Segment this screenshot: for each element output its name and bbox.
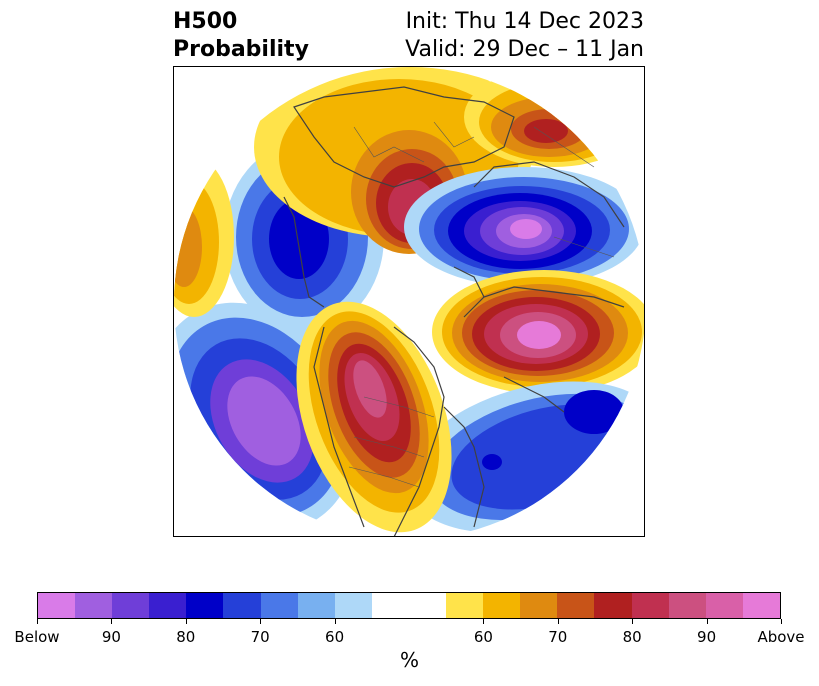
colorbar-tick-label: 70: [548, 628, 568, 646]
colorbar-tick-mark: [483, 619, 485, 624]
anomaly-negative-scandinavia: [404, 167, 644, 287]
colorbar-segment: [371, 593, 447, 618]
colorbar-segment: [705, 593, 743, 618]
coastlines: [283, 86, 625, 536]
colorbar-segment: [742, 593, 780, 618]
colorbar-tick-label: Below: [14, 628, 60, 646]
colorbar-tick-label: 70: [250, 628, 270, 646]
border-lines: [348, 121, 615, 488]
colorbar-segment: [446, 593, 484, 618]
colorbar-tick-mark: [185, 619, 187, 624]
colorbar-segment: [594, 593, 632, 618]
colorbar-tick-label: 90: [101, 628, 121, 646]
valid-period: Valid: 29 Dec – 11 Jan: [405, 37, 644, 62]
colorbar-segment: [260, 593, 298, 618]
colorbar-tick-mark: [334, 619, 336, 624]
title-right: Init: Thu 14 Dec 2023 Valid: 29 Dec – 11…: [405, 8, 644, 64]
colorbar-tick-label: 80: [176, 628, 196, 646]
colorbar-tick-label: 80: [622, 628, 642, 646]
colorbar-tick-mark: [781, 619, 782, 624]
colorbar-segment: [520, 593, 558, 618]
colorbar-tick-mark: [37, 619, 38, 624]
colorbar-tick-label: 90: [697, 628, 717, 646]
probability-map: [173, 66, 645, 537]
colorbar-tick-mark: [557, 619, 559, 624]
colorbar-tick-mark: [632, 619, 634, 624]
colorbar: [37, 592, 781, 619]
colorbar-segment: [334, 593, 372, 618]
colorbar-segment: [38, 593, 76, 618]
title-left: H500 Probability: [173, 8, 309, 64]
colorbar-segment: [297, 593, 335, 618]
colorbar-tick-mark: [260, 619, 262, 624]
colorbar-tick-mark: [111, 619, 113, 624]
map-canvas: [174, 67, 644, 536]
colorbar-tick-label: 60: [325, 628, 345, 646]
colorbar-ticks: Below 90 80 70 60 60 70 80 90 Above: [14, 628, 804, 646]
colorbar-tick-mark: [706, 619, 708, 624]
colorbar-segment: [668, 593, 706, 618]
colorbar-segment: [631, 593, 669, 618]
title-type: Probability: [173, 37, 309, 62]
anomaly-positive-europe: [464, 67, 644, 167]
colorbar-segment: [483, 593, 521, 618]
colorbar-tick-label: Above: [757, 628, 805, 646]
colorbar-segment: [557, 593, 595, 618]
colorbar-segment: [186, 593, 224, 618]
colorbar-segment: [149, 593, 187, 618]
anomaly-positive-western-north-america: [296, 301, 452, 533]
init-time: Init: Thu 14 Dec 2023: [405, 9, 644, 34]
title-variable: H500: [173, 9, 238, 34]
colorbar-segment: [75, 593, 113, 618]
colorbar-tick-label: 60: [473, 628, 493, 646]
colorbar-unit-label: %: [399, 648, 419, 672]
colorbar-segment: [223, 593, 261, 618]
colorbar-segment: [112, 593, 150, 618]
anomaly-positive-greenland: [432, 270, 644, 394]
